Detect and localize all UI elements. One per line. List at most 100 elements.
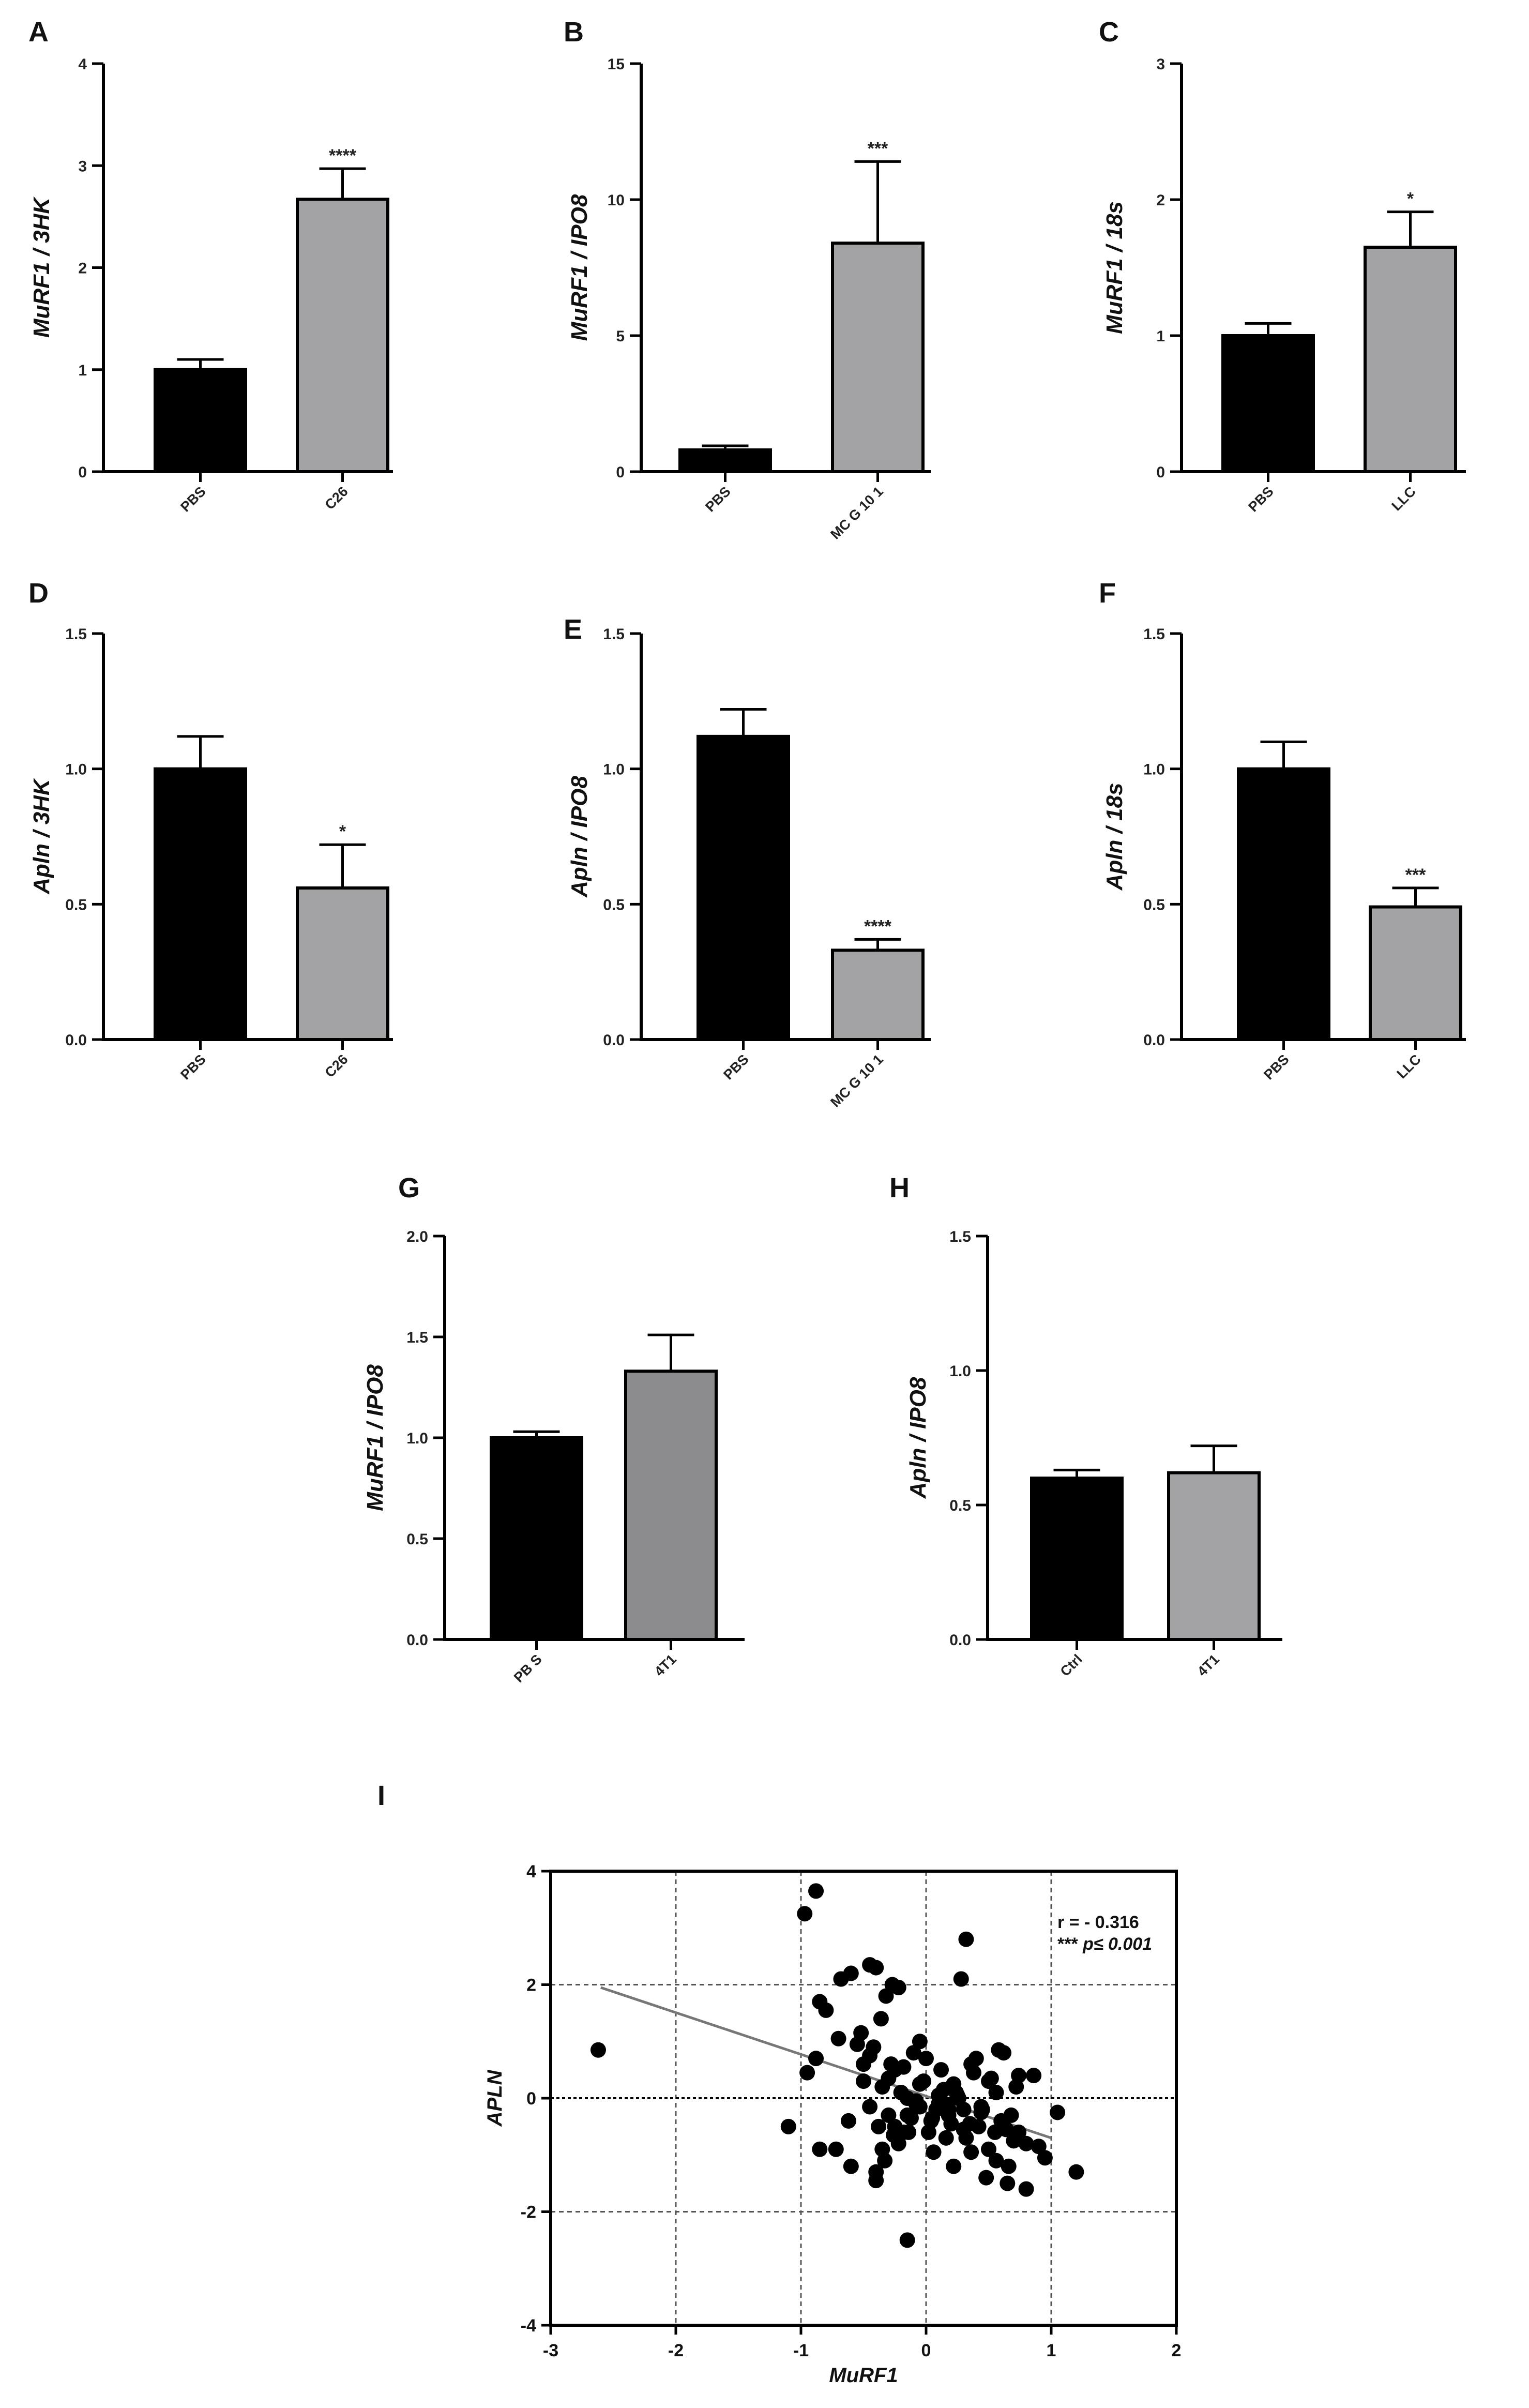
data-point [937,2096,953,2112]
panel-label: D [28,578,49,609]
data-point [799,2065,815,2081]
y-axis-label: Apln / IPO8 [567,776,592,898]
y-axis-label: MuRF1 / IPO8 [362,1364,388,1511]
category-label: LLC [1394,1051,1424,1081]
y-tick-label: 0 [526,2089,536,2109]
data-point [808,2051,824,2067]
bar-pbs [1221,334,1315,473]
category-label: C26 [322,1051,351,1080]
y-tick-label: 1.5 [65,626,87,643]
data-point [890,1979,906,1995]
y-axis-label: MuRF1 / 18s [1102,201,1127,334]
y-tick-label: 2 [1156,192,1165,209]
panel-label: F [1099,578,1116,609]
data-point [946,2158,962,2174]
y-tick-label: 0.0 [603,1032,625,1049]
y-tick-label: 15 [608,56,625,73]
significance-label: *** [1405,865,1426,885]
data-point [797,1906,813,1922]
data-point [1018,2135,1034,2151]
y-tick-label: 1.0 [1143,761,1165,778]
data-point [965,2065,981,2081]
p-value-label: *** p≤ 0.001 [1057,1934,1152,1954]
data-point [862,2048,878,2064]
data-point [988,2153,1004,2169]
y-tick-label: 1.0 [603,761,625,778]
data-point [903,2110,919,2126]
data-point [1050,2104,1066,2120]
category-label: PBS [702,484,733,515]
category-label: PBS [1261,1051,1292,1082]
x-axis-label: MuRF1 [829,2364,898,2387]
data-point [856,2073,871,2089]
data-point [812,2141,828,2157]
panel-g: G 0.0 0.5 1.0 1.5 2.0 MuRF1 / IPO8 PB S 4T1 [362,1172,745,1685]
data-point [974,2101,990,2117]
x-tick-label: 1 [1047,2341,1056,2360]
y-axis-label: Apln / 3HK [29,777,54,895]
x-tick-label: -2 [668,2341,684,2360]
y-tick-label: 0 [78,464,87,481]
y-tick-label: 0.5 [603,896,625,913]
data-point [868,1960,884,1976]
data-point [938,2130,954,2146]
panel-label: G [398,1172,420,1203]
data-point [988,2085,1004,2101]
data-point [843,1965,859,1981]
data-point [899,2090,915,2106]
x-tick-label: -3 [543,2341,558,2360]
significance-label: **** [864,916,892,936]
data-point [935,2082,951,2098]
data-point [962,2116,978,2132]
data-point [1006,2133,1022,2149]
y-tick-label: 0.0 [65,1032,87,1049]
panel-label: A [28,17,49,48]
y-axis-label: APLN [483,2069,506,2127]
category-label: 4T1 [652,1651,679,1679]
panel-label: E [564,614,582,645]
data-point [878,1988,894,2004]
y-axis-label: MuRF1 / 3HK [29,196,54,338]
y-tick-label: 3 [1156,56,1165,73]
data-point [963,2144,979,2160]
data-point [953,1971,969,1987]
data-point [873,2011,889,2027]
y-tick-label: 0.5 [1143,896,1165,913]
y-tick-label: -4 [521,2316,536,2336]
data-point [981,2141,996,2157]
significance-label: **** [329,146,357,165]
y-tick-label: 1.5 [1143,626,1165,643]
data-point [968,2051,984,2067]
correlation-label: r = - 0.316 [1057,1913,1139,1932]
data-point [987,2124,1003,2140]
y-tick-label: 1 [78,362,87,379]
panel-e: E 0.0 0.5 1.0 1.5 Apln / IPO8 PBS **** MC G 10 1 [564,614,931,1110]
bar-pbs [1237,767,1330,1041]
bar-pbs [154,767,247,1041]
category-label: Ctrl [1057,1651,1085,1679]
bar-ctrl [1030,1477,1124,1641]
bar-4t1 [624,1369,718,1642]
data-point [840,2113,856,2129]
category-label: MC G 10 1 [827,1051,886,1110]
bar-pbs [678,448,772,473]
panel-h: H 0.0 0.5 1.0 1.5 Apln / IPO8 Ctrl 4T1 [889,1172,1282,1679]
data-point [958,1931,974,1947]
data-point [983,2070,999,2086]
y-tick-label: 1.5 [406,1329,428,1346]
y-tick-label: -2 [521,2203,536,2222]
data-point [828,2141,844,2157]
y-tick-label: 1.0 [949,1363,971,1380]
panel-label: C [1099,17,1119,48]
category-label: MC G 10 1 [827,484,886,543]
y-tick-label: 0.5 [65,896,87,913]
data-point [883,2056,899,2072]
significance-label: * [1407,189,1414,209]
significance-label: * [339,822,346,841]
bar-mc-g-10-1 [831,949,925,1042]
data-point [918,2051,934,2067]
panel-label: B [564,17,584,48]
data-point [1068,2164,1084,2180]
data-point [933,2062,949,2078]
data-point [1026,2068,1042,2084]
